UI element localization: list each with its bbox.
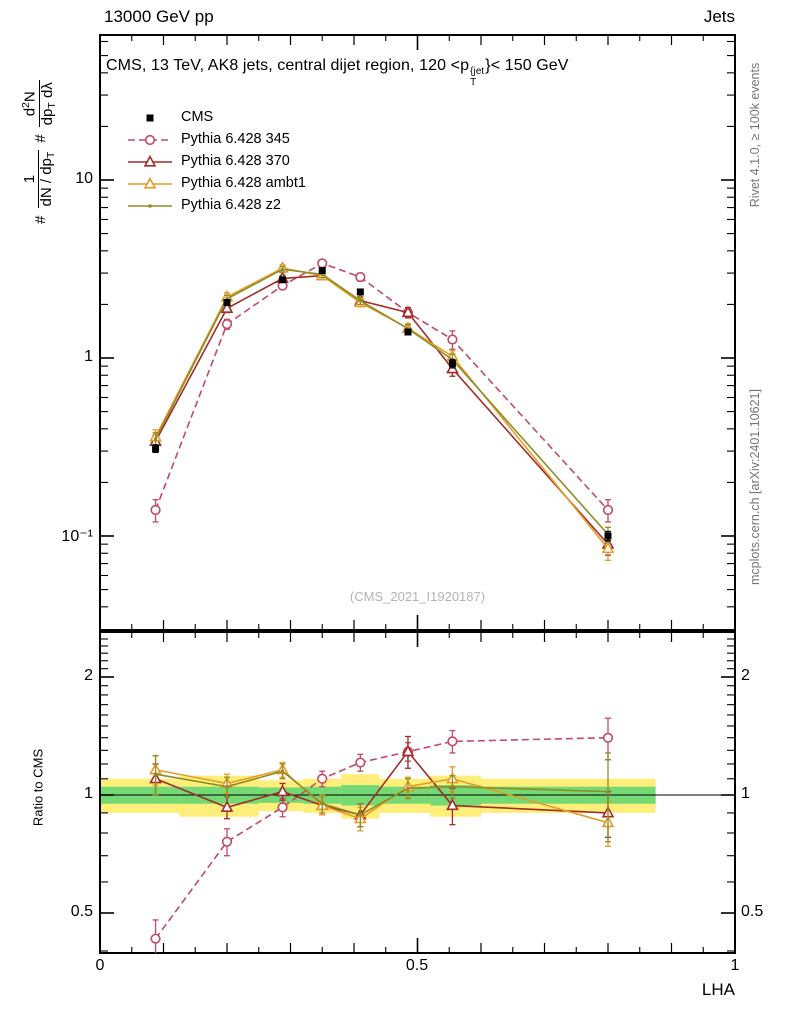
ratio-y-tick-1-left: 1	[84, 785, 93, 802]
ylabel-hash-2: #	[31, 134, 49, 143]
x-tick-0p5: 0.5	[405, 957, 429, 974]
ylabel-fraction-2: d2N dpT dλ	[20, 80, 59, 128]
ylabel-frac2-den-sub: T	[46, 102, 59, 109]
ylabel-frac1-den-main: dN / dp	[38, 158, 56, 207]
plot-title-sup: {jet	[470, 66, 485, 78]
ylabel-frac1-den: dN / dpT	[38, 149, 59, 209]
ylabel-frac1-num: 1	[20, 174, 38, 184]
legend-label-cms: CMS	[181, 109, 214, 125]
ratio-y-tick-2-left: 2	[84, 667, 93, 684]
ratio-y-tick-0p5-left: 0.5	[70, 903, 93, 920]
plot-title-supsub: {jet T	[470, 67, 484, 88]
legend-label-pythia-345: Pythia 6.428 345	[181, 131, 290, 147]
ratio-y-tick-2-right: 2	[741, 667, 750, 684]
plot-title-pre: CMS, 13 TeV, AK8 jets, central dijet reg…	[106, 57, 461, 74]
ratio-y-tick-1-right: 1	[741, 785, 750, 802]
x-tick-1: 1	[730, 957, 740, 974]
ylabel-frac2-num-sup: 2	[20, 102, 33, 108]
watermark-analysis-id: (CMS_2021_I1920187)	[349, 589, 486, 604]
ylabel-frac2-den: dpT dλ	[39, 80, 59, 128]
main-y-tick-0p1: 10⁻¹	[61, 528, 93, 545]
beam-energy-label: 13000 GeV pp	[104, 7, 214, 26]
ylabel-fraction-1: 1 dN / dpT	[20, 149, 59, 209]
ylabel-frac2-num: d2N	[20, 89, 39, 118]
plot-title-base: p	[460, 57, 470, 74]
x-tick-0: 0	[95, 957, 105, 974]
x-axis-title: LHA	[701, 980, 735, 999]
legend-label-pythia-ambt1: Pythia 6.428 ambt1	[181, 175, 306, 191]
plot-title-sub: T	[470, 76, 477, 88]
analysis-group-label: Jets	[703, 7, 735, 26]
main-y-tick-1: 1	[84, 348, 93, 365]
rivet-version-note: Rivet 4.1.0, ≥ 100k events	[748, 62, 762, 208]
ylabel-frac1-den-sub: T	[45, 151, 58, 159]
ylabel-frac2-den-main: dp	[39, 108, 57, 126]
ylabel-hash-1: #	[31, 215, 49, 224]
mcplots-arxiv-note: mcplots.cern.ch [arXiv:2401.10621]	[748, 389, 762, 585]
ratio-y-axis-label: Ratio to CMS	[30, 748, 46, 827]
ylabel-frac2-den-tail: dλ	[39, 82, 57, 103]
ylabel-frac2-num-tail: N	[21, 91, 39, 103]
plot-title: CMS, 13 TeV, AK8 jets, central dijet reg…	[106, 57, 569, 88]
main-y-tick-10: 10	[75, 170, 93, 187]
plot-title-post: }< 150 GeV	[485, 57, 569, 74]
legend-label-pythia-z2: Pythia 6.428 z2	[181, 197, 281, 213]
legend-label-pythia-370: Pythia 6.428 370	[181, 153, 290, 169]
main-y-axis-label: # 1 dN / dpT # d2N dpT dλ	[20, 32, 60, 272]
ratio-y-tick-0p5-right: 0.5	[741, 903, 764, 920]
ylabel-frac2-num-main: d	[21, 107, 39, 117]
